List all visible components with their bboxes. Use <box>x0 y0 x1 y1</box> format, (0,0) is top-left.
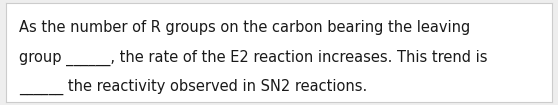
Text: group ______, the rate of the E2 reaction increases. This trend is: group ______, the rate of the E2 reactio… <box>19 49 488 66</box>
Text: As the number of R groups on the carbon bearing the leaving: As the number of R groups on the carbon … <box>19 20 470 35</box>
Text: ______ the reactivity observed in SN2 reactions.: ______ the reactivity observed in SN2 re… <box>19 79 368 95</box>
